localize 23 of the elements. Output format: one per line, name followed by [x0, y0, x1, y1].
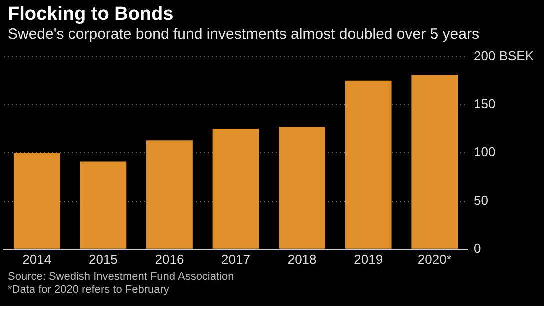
bar [14, 153, 60, 249]
chart-subtitle: Swede's corporate bond fund investments almost doubled over 5 years [8, 26, 480, 43]
x-tick-label: 2018 [288, 252, 317, 267]
bar [279, 127, 326, 249]
y-tick-label: 50 [474, 192, 488, 208]
y-tick-label: 100 [474, 144, 496, 160]
chart-title: Flocking to Bonds [8, 3, 175, 26]
x-tick-label: 2016 [155, 252, 184, 267]
x-tick-label: 2014 [22, 252, 52, 267]
x-tick-label: 2017 [222, 252, 250, 267]
bar [412, 75, 458, 249]
x-tick-label: 2020* [418, 252, 452, 267]
x-tick-label: 2019 [354, 252, 384, 267]
y-tick-label: 200 BSEK [474, 48, 534, 64]
y-tick-label: 150 [474, 96, 496, 112]
bar [345, 80, 392, 249]
bar [212, 129, 260, 249]
text: *Data for 2020 refers to February [8, 284, 170, 297]
bar [80, 162, 127, 249]
x-tick-label: 2015 [88, 252, 118, 267]
bar [146, 140, 193, 249]
y-tick-label: 0 [474, 240, 482, 256]
source-note: Source: Swedish Investment Fund Association [8, 271, 236, 284]
